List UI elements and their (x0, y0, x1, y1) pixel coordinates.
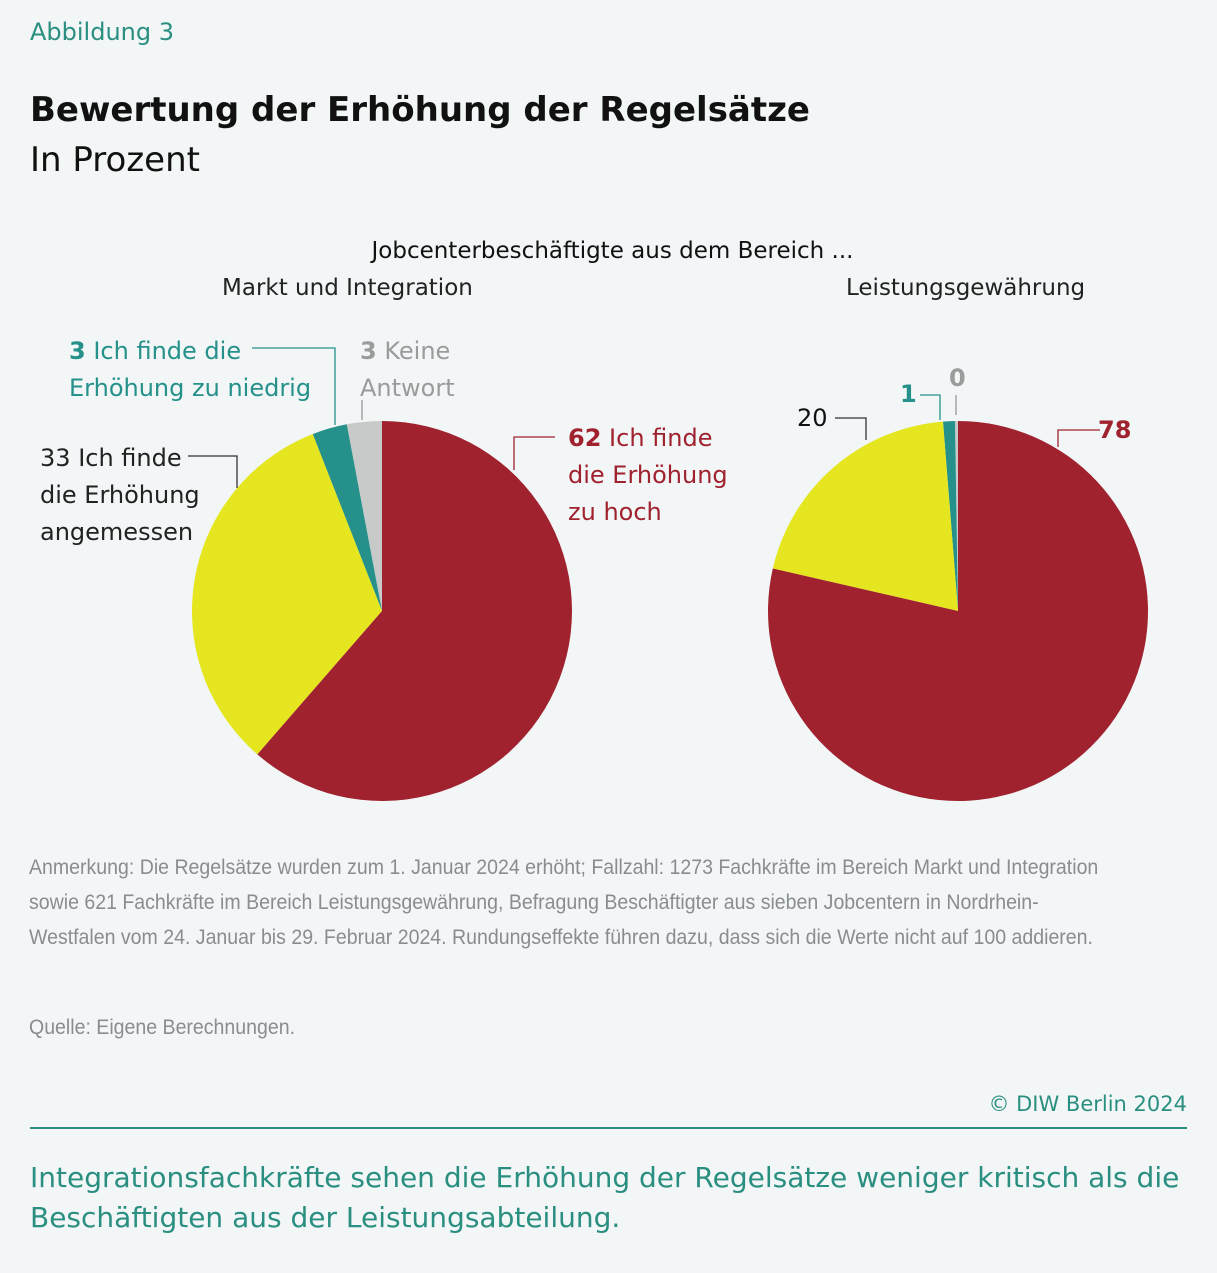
pie2-title: Leistungsgewährung (846, 275, 1086, 301)
chart-note: Anmerkung: Die Regelsätze wurden zum 1. … (29, 856, 1099, 949)
label-zu-niedrig-2: 1 (900, 380, 917, 408)
label-angemessen-1: 33 Ich finde die Erhöhung angemessen (40, 444, 200, 546)
pie2-slice-3 (954, 421, 958, 611)
label-keine-antwort-2: 0 (949, 364, 966, 392)
copyright: © DIW Berlin 2024 (988, 1092, 1187, 1116)
pie1-title: Markt und Integration (222, 275, 473, 301)
pie2-slice-0 (768, 421, 1148, 801)
label-zu-hoch-2: 78 (1098, 416, 1132, 444)
label-keine-antwort-1: 3 Keine Antwort (360, 337, 455, 402)
pie2-slice-1 (772, 421, 958, 611)
label-zu-niedrig-1: 3 Ich finde die Erhöhung zu niedrig (69, 337, 312, 402)
chart-source: Quelle: Eigene Berechnungen. (29, 1016, 296, 1039)
chart-subtitle: In Prozent (30, 140, 200, 180)
pie1-slice-3 (346, 421, 382, 611)
takeaway: Integrationsfachkräfte sehen die Erhöhun… (30, 1161, 1180, 1234)
divider (30, 1127, 1187, 1129)
pie2-slice-2 (942, 421, 958, 611)
chart-title: Bewertung der Erhöhung der Regelsätze (30, 90, 810, 130)
label-zu-hoch-1: 62 Ich finde die Erhöhung zu hoch (568, 424, 728, 526)
pie1-slice-2 (312, 424, 382, 611)
pie1-slice-1 (191, 434, 382, 755)
group-title: Jobcenterbeschäftigte aus dem Bereich ..… (371, 238, 854, 264)
pie1-slice-0 (257, 421, 572, 801)
label-angemessen-2: 20 (797, 404, 828, 432)
figure-label: Abbildung 3 (30, 18, 175, 46)
